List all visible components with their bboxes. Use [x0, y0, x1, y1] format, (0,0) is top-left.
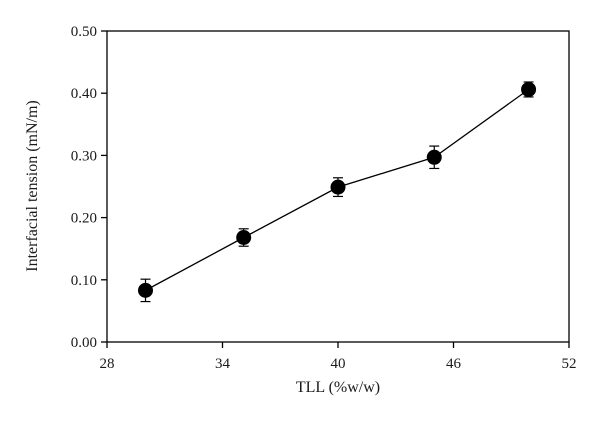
x-tick-label: 52 [562, 356, 577, 372]
y-axis-ticks: 0.00 0.10 0.20 0.30 0.40 0.50 [71, 24, 107, 351]
data-point [330, 179, 346, 195]
y-tick-label: 0.10 [71, 273, 97, 289]
x-axis-title: TLL (%w/w) [296, 379, 380, 396]
y-tick-label: 0.50 [71, 24, 97, 40]
data-point [426, 149, 442, 165]
y-axis-title: Interfacial tension (mN/m) [24, 100, 41, 272]
x-tick-label: 28 [100, 356, 115, 372]
x-axis-ticks: 28 34 40 46 52 [100, 342, 577, 372]
y-tick-label: 0.00 [71, 335, 97, 351]
y-tick-label: 0.20 [71, 211, 97, 227]
x-tick-label: 34 [215, 356, 231, 372]
data-point [138, 282, 153, 298]
y-tick-label: 0.40 [71, 86, 97, 102]
x-tick-label: 40 [331, 356, 346, 372]
data-point [521, 81, 537, 97]
y-tick-label: 0.30 [71, 148, 97, 164]
data-point [236, 230, 252, 246]
series-layer [138, 81, 537, 303]
x-tick-label: 46 [446, 356, 462, 372]
